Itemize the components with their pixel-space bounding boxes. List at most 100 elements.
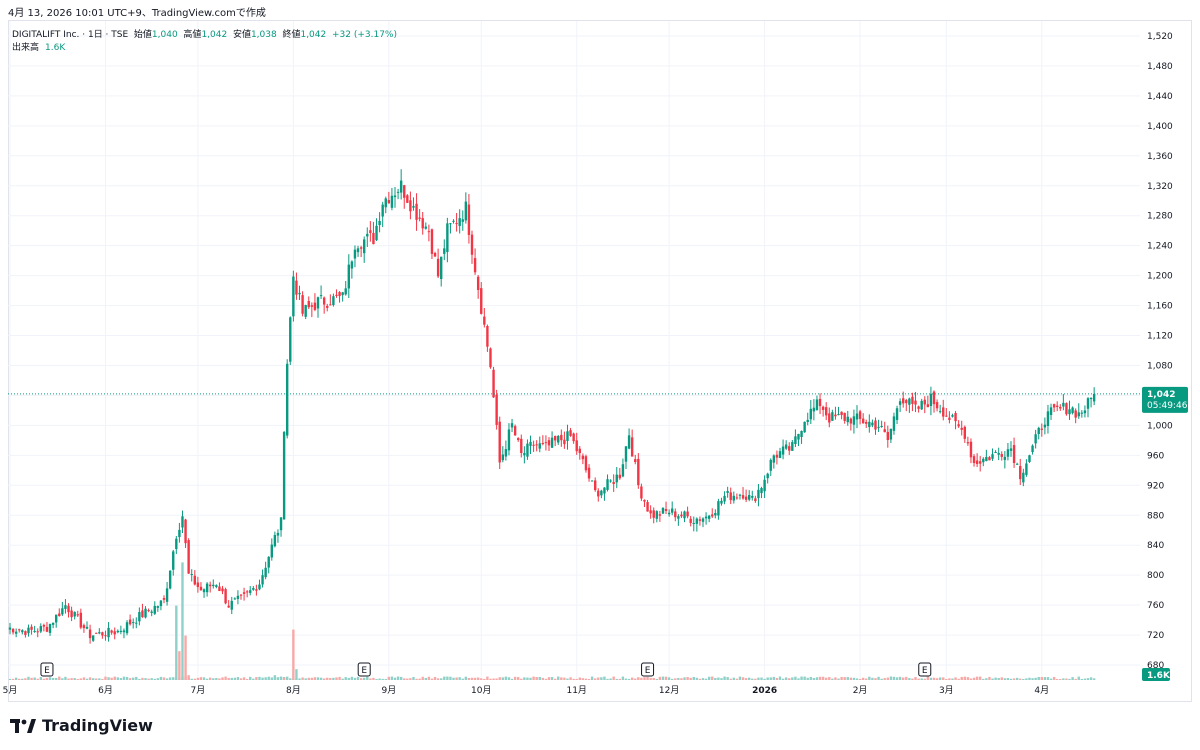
volume-bar bbox=[664, 676, 668, 680]
candle-body bbox=[30, 626, 33, 630]
volume-bar bbox=[1034, 677, 1037, 680]
candle-body bbox=[313, 302, 317, 310]
volume-bar bbox=[476, 677, 480, 680]
candle-body bbox=[1068, 409, 1071, 415]
candle-body bbox=[125, 622, 129, 634]
candle-body bbox=[199, 586, 203, 591]
volume-bar bbox=[452, 677, 455, 680]
candle-body bbox=[637, 458, 640, 486]
volume-spike bbox=[187, 675, 190, 680]
candle-body bbox=[865, 421, 868, 424]
volume-spike bbox=[181, 562, 184, 680]
candle-body bbox=[979, 461, 982, 464]
candle-body bbox=[1086, 398, 1090, 409]
candle-body bbox=[1046, 411, 1050, 426]
candle-body bbox=[1003, 456, 1007, 460]
candle-body bbox=[513, 426, 517, 436]
candle-body bbox=[972, 456, 976, 464]
candle-body bbox=[1089, 397, 1093, 400]
volume-bar bbox=[421, 676, 424, 680]
volume-bar bbox=[61, 678, 64, 680]
volume-bar bbox=[193, 678, 196, 680]
volume-bar bbox=[532, 676, 535, 680]
candle-body bbox=[594, 480, 597, 491]
candle-body bbox=[51, 622, 55, 625]
candle-body bbox=[680, 514, 683, 517]
volume-bar bbox=[233, 677, 237, 680]
candle-body bbox=[258, 584, 261, 590]
y-tick-label: 1,320 bbox=[1147, 182, 1173, 192]
volume-bar bbox=[347, 677, 350, 680]
candle-body bbox=[332, 296, 335, 306]
volume-bar bbox=[674, 678, 677, 680]
price-axis: 6807207608008408809209601,0001,0401,0801… bbox=[1147, 32, 1173, 671]
volume-bar bbox=[430, 678, 434, 680]
candle-body bbox=[855, 413, 859, 420]
candle-body bbox=[104, 635, 107, 637]
volume-bar bbox=[806, 677, 809, 680]
candle-body bbox=[627, 435, 631, 449]
candle-body bbox=[911, 396, 914, 404]
volume-bar bbox=[966, 677, 970, 680]
volume-spike bbox=[273, 675, 277, 680]
volume-bar bbox=[387, 676, 391, 680]
volume-bar bbox=[1065, 678, 1068, 680]
y-tick-label: 1,240 bbox=[1147, 242, 1173, 252]
volume-bar bbox=[720, 678, 723, 680]
y-tick-label: 760 bbox=[1147, 601, 1164, 611]
candle-body bbox=[245, 591, 249, 593]
candle-body bbox=[446, 223, 449, 253]
candle-body bbox=[1071, 407, 1074, 414]
candle-body bbox=[683, 511, 686, 519]
volume-bar bbox=[504, 676, 508, 680]
volume-bar bbox=[215, 678, 218, 680]
candle-body bbox=[569, 430, 572, 436]
volume-bar bbox=[695, 677, 699, 680]
candle-body bbox=[356, 248, 360, 253]
candle-body bbox=[892, 416, 896, 431]
volume-bar bbox=[828, 677, 831, 680]
volume-bar bbox=[498, 677, 501, 680]
candle-body bbox=[480, 288, 483, 314]
candle-body bbox=[880, 426, 883, 428]
candle-body bbox=[1083, 410, 1087, 414]
y-tick-label: 1,520 bbox=[1147, 32, 1173, 42]
volume-bar bbox=[584, 678, 588, 680]
volume-spike bbox=[295, 669, 298, 680]
candle-body bbox=[775, 454, 779, 458]
candle-body bbox=[489, 348, 492, 368]
candle-body bbox=[264, 567, 267, 578]
candle-body bbox=[181, 516, 184, 528]
volume-bar bbox=[353, 677, 357, 680]
candle-body bbox=[667, 512, 671, 515]
volume-bar bbox=[942, 677, 945, 680]
candle-body bbox=[935, 402, 939, 409]
volume-bar bbox=[929, 677, 933, 680]
candle-body bbox=[363, 239, 366, 254]
volume-bar bbox=[298, 678, 301, 680]
volume-bar bbox=[760, 677, 763, 680]
candle-body bbox=[70, 610, 73, 618]
candle-body bbox=[557, 436, 560, 443]
volume-bar bbox=[738, 676, 742, 680]
candle-body bbox=[24, 631, 27, 635]
candle-body bbox=[455, 223, 458, 225]
volume-bar bbox=[874, 678, 877, 680]
candle-body bbox=[449, 223, 452, 225]
volume-bar bbox=[458, 677, 461, 680]
volume-bar bbox=[95, 678, 98, 680]
volume-bar bbox=[769, 677, 772, 680]
candle-body bbox=[141, 610, 144, 618]
x-tick-label: 10月 bbox=[471, 685, 491, 696]
candle-body bbox=[948, 417, 951, 420]
volume-bar bbox=[483, 678, 486, 680]
candle-body bbox=[812, 407, 816, 412]
volume-bar bbox=[855, 678, 859, 680]
volume-bar bbox=[969, 678, 973, 680]
candle-body bbox=[233, 598, 237, 600]
candle-body bbox=[584, 456, 588, 471]
candle-body bbox=[162, 597, 166, 600]
candle-body bbox=[399, 180, 403, 193]
brand-footer[interactable]: TradingView bbox=[10, 716, 153, 735]
